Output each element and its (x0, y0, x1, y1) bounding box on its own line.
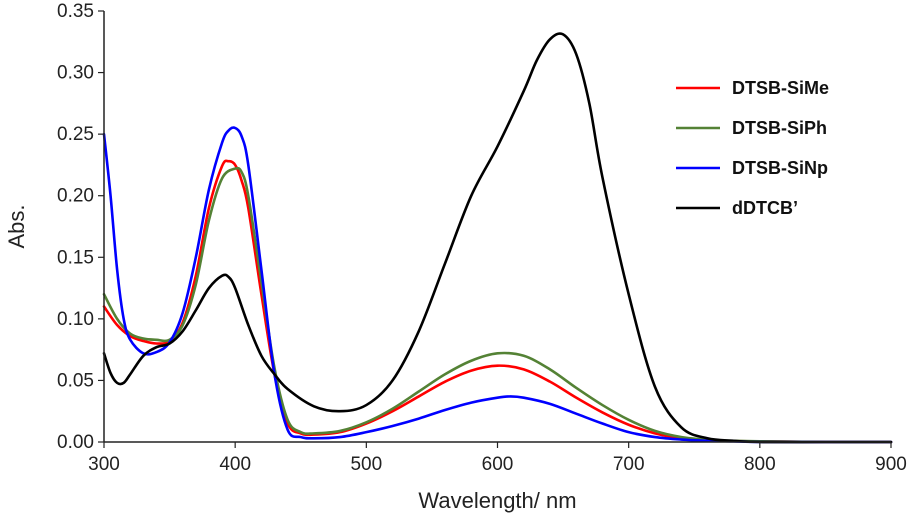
legend-label-3: DTSB-SiNp (732, 158, 828, 178)
axes: 0.00 0.05 0.10 0.15 0.20 0.25 0.30 0.35 300 400 50… (57, 1, 907, 475)
legend-label-4: dDTCB’ (732, 198, 798, 218)
y-tick-label: 0.25 (57, 124, 94, 145)
y-tick-label: 0.05 (57, 370, 94, 391)
y-tick-label: 0.10 (57, 309, 94, 330)
x-tick-label: 500 (350, 454, 382, 475)
y-tick-label: 0.00 (57, 432, 94, 453)
x-tick-label: 900 (875, 454, 907, 475)
y-tick-label: 0.20 (57, 186, 94, 207)
series-line-4 (102, 32, 893, 444)
y-tick-label: 0.30 (57, 63, 94, 84)
x-tick-label: 700 (613, 454, 645, 475)
y-tick-label: 0.35 (57, 1, 94, 22)
x-tick-label: 400 (219, 454, 251, 475)
y-axis-title: Abs. (4, 204, 29, 248)
x-tick-label: 300 (88, 454, 120, 475)
legend: DTSB-SiMe DTSB-SiPh DTSB-SiNp dDTCB’ (676, 78, 829, 218)
x-axis-title: Wavelength/ nm (418, 488, 576, 513)
legend-label-2: DTSB-SiPh (732, 118, 827, 138)
y-tick-label: 0.15 (57, 247, 94, 268)
plot-lines (102, 32, 893, 444)
x-tick-label: 800 (744, 454, 776, 475)
x-tick-label: 600 (482, 454, 514, 475)
series-line-2 (102, 166, 893, 444)
legend-label-1: DTSB-SiMe (732, 78, 829, 98)
